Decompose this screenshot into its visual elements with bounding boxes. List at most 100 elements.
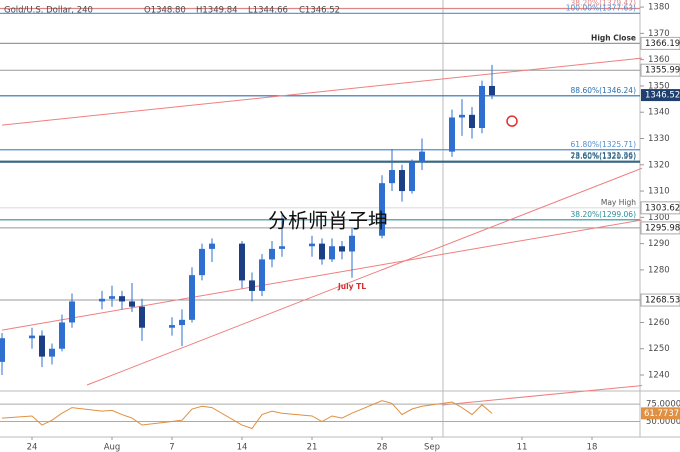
candle-body [329,246,335,260]
candle-body [279,246,285,249]
level-label: 61.80%(1325.71) [571,140,637,149]
candle-body [489,85,495,96]
y-tick-label: 1280 [648,265,670,275]
price-tag [640,221,680,235]
candle-body [199,248,205,276]
ohlc-close: C1346.52 [299,6,340,16]
level-label: 38.20%(1379.47) [571,0,637,7]
y-tick-label: 1240 [648,371,670,381]
marker-circle [506,115,518,127]
rsi-tick-label: 50.0000 [646,417,680,427]
candle-body [459,114,465,118]
candle-body [469,114,475,128]
y-tick-label: 1330 [648,134,670,144]
level-label: 23.60%(1321.36) [571,151,637,160]
x-tick-label: 14 [237,443,248,452]
price-tag-label: 1303.62 [645,203,680,213]
price-tag [640,36,680,50]
level-label: 88.60%(1346.24) [571,86,637,95]
y-tick-label: 1360 [648,55,670,65]
candle-body [249,280,255,291]
price-tag [640,201,680,215]
x-tick-label: Aug [104,443,121,452]
rsi-line [1,400,493,430]
x-tick-label: 18 [587,443,598,452]
level-label: High Close [591,33,636,42]
candle-body [69,301,75,323]
candle-body [39,335,45,357]
x-tick-label: 28 [377,443,388,452]
candle-body [189,275,195,320]
candle-body [449,117,455,152]
y-tick-label: 1260 [648,318,670,328]
candle-body [209,243,215,249]
candle-body [419,151,425,163]
price-tag-label: 1355.99 [645,66,680,76]
candle-body [399,170,405,192]
candle-body [129,301,135,307]
ohlc-open: O1348.80 [144,6,186,16]
candle-body [259,259,265,291]
price-tag-label: 1366.19 [645,39,680,49]
candle-body [29,335,35,339]
candle-body [409,162,415,192]
candle-body [179,319,185,326]
watermark: 分析师肖子坤 [268,209,388,233]
price-tag-label: 1295.98 [645,223,680,233]
x-tick-label: 7 [169,443,174,452]
candle-body [339,246,345,252]
y-tick-label: 1380 [648,3,670,13]
ohlc-high: H1349.84 [196,6,238,16]
y-tick-label: 1340 [648,108,670,118]
x-tick-label: 21 [307,443,318,452]
price-tag [640,63,680,77]
candle-body [319,243,325,260]
trendline [1,219,643,331]
rsi-tick-label: 75.0000 [646,400,680,410]
candle-body [119,296,125,302]
candle-body [239,243,245,281]
rsi-tag-label: 61.7737 [644,409,679,419]
x-tick-label: Sep [424,443,440,452]
price-tag-label: 1268.53 [645,296,680,306]
candle-body [349,235,355,252]
y-tick-label: 1250 [648,344,670,354]
trendline [441,385,643,406]
y-tick-label: 1310 [648,187,670,197]
candle-body [0,338,5,362]
candle-body [109,296,115,299]
candle-body [169,325,175,328]
level-label: 38.20%(1299.06) [571,210,637,219]
candle-body [309,243,315,247]
candle-body [379,183,385,236]
trendline [86,167,643,386]
y-tick-label: 1290 [648,239,670,249]
candle-body [269,248,275,260]
ohlc-low: L1344.66 [248,6,288,16]
level-label: May High [601,198,636,207]
candle-body [59,322,65,349]
chart-title: Gold/U.S. Dollar, 240 [4,6,93,16]
trendline [1,57,643,126]
y-tick-label: 1300 [648,213,670,223]
y-tick-label: 1350 [648,81,670,91]
y-tick-label: 1370 [648,29,670,39]
level-label: 100.00%(1377.63) [566,3,636,12]
last-price-tag [641,89,680,102]
y-tick-label: 1320 [648,160,670,170]
candle-body [99,298,105,302]
candle-body [49,348,55,357]
level-label: 78.60%(1320.99) [571,152,637,161]
rsi-tag [641,407,680,420]
candle-body [479,85,485,128]
x-tick-label: 11 [517,443,528,452]
candle-body [389,170,395,184]
price-tag [640,293,680,307]
annotation: July TL [337,282,366,291]
x-tick-label: 24 [27,443,38,452]
last-price-label: 1346.52 [645,91,680,101]
candle-body [139,306,145,328]
